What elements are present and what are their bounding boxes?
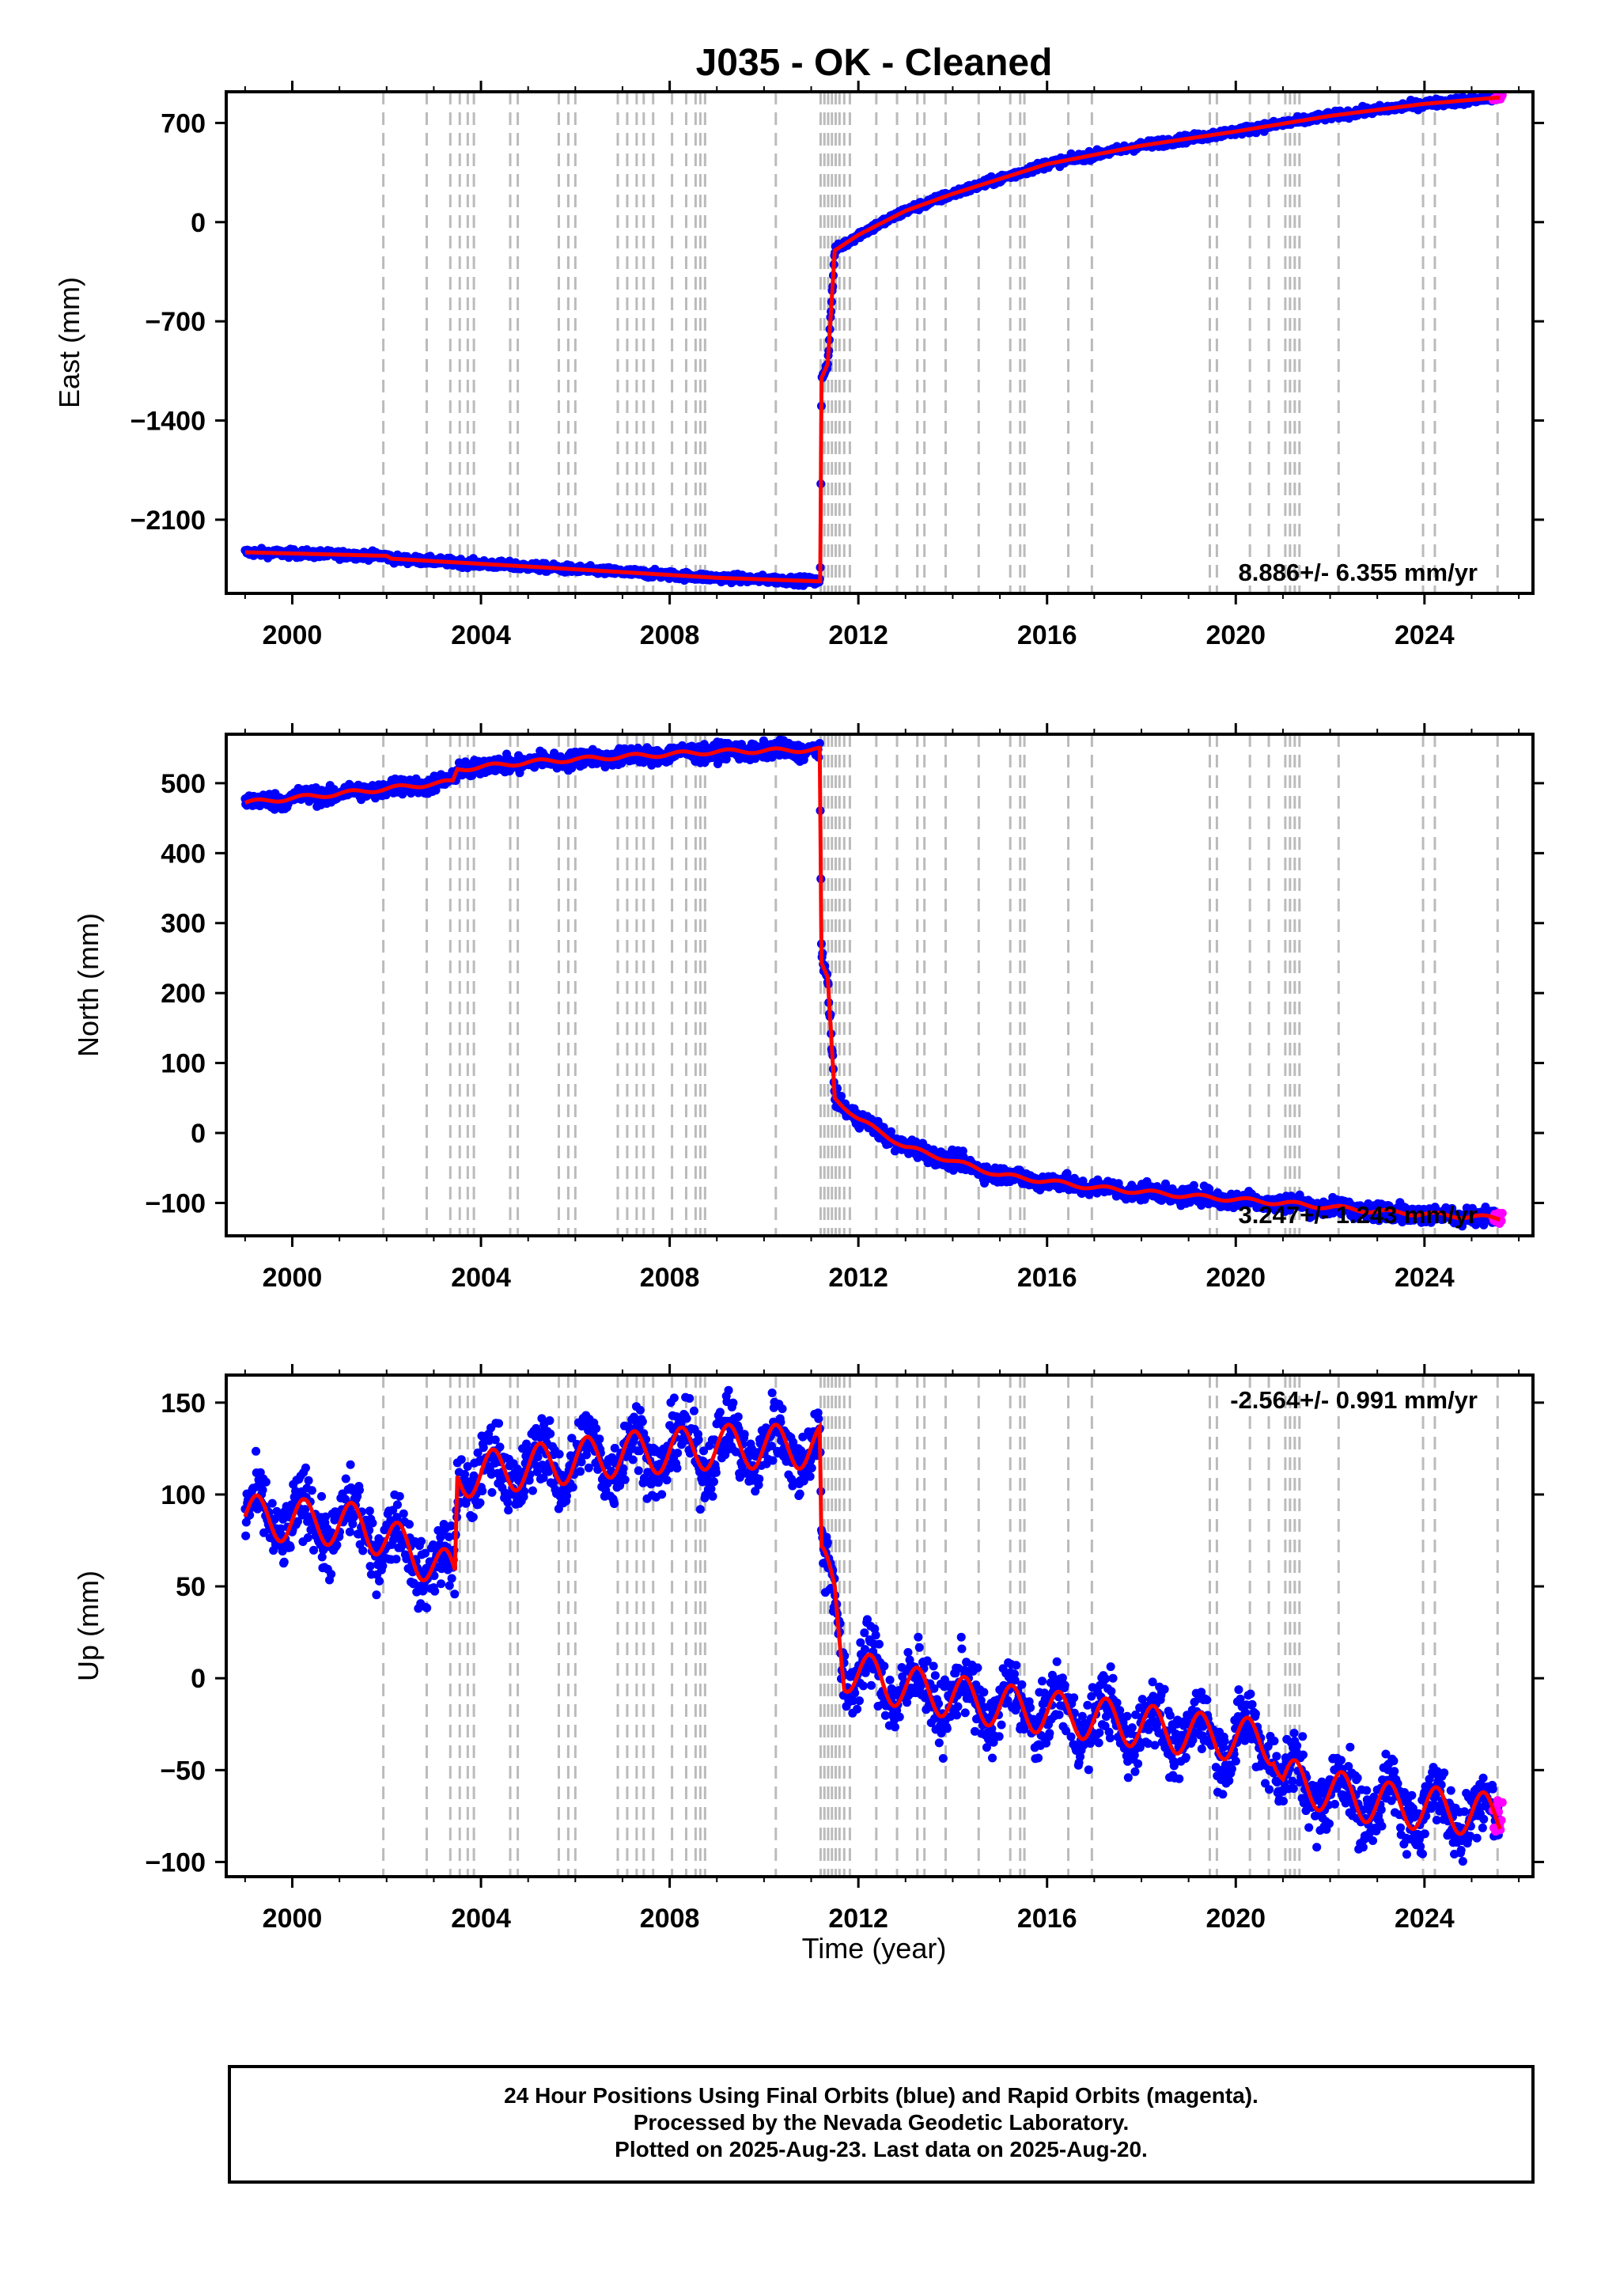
y-tick-label: 150	[161, 1389, 206, 1419]
footer-box: 24 Hour Positions Using Final Orbits (bl…	[228, 2065, 1535, 2184]
y-tick-label: 0	[191, 1664, 206, 1694]
x-tick-label: 2000	[263, 1263, 323, 1293]
y-tick-label: 400	[161, 839, 206, 869]
final-orbit-series	[240, 735, 1504, 1231]
data-points-east	[240, 92, 1507, 590]
y-tick-label: −1400	[131, 407, 206, 437]
x-tick-label: 2024	[1395, 1263, 1455, 1293]
rate-annotation: 3.247+/- 1.243 mm/yr	[1239, 1201, 1478, 1229]
y-tick-label: −50	[160, 1756, 206, 1786]
y-tick-label: 100	[161, 1480, 206, 1510]
y-axis-label: North (mm)	[72, 913, 104, 1057]
x-tick-label: 2016	[1017, 1904, 1077, 1934]
x-tick-label: 2008	[640, 1904, 700, 1934]
x-axis: 2000 2004 2008 2012 2016 2020 2024	[244, 81, 1520, 650]
model-line	[244, 745, 1501, 1222]
model-line	[244, 95, 1501, 584]
x-axis: 2000 2004 2008 2012 2016 2020 2024	[244, 723, 1520, 1293]
x-tick-label: 2020	[1205, 1263, 1266, 1293]
plot-frame	[225, 1373, 1535, 1878]
x-tick-label: 2024	[1395, 1904, 1455, 1934]
y-axis-label: Up (mm)	[72, 1570, 104, 1681]
y-tick-label: 100	[161, 1049, 206, 1079]
footer-line-1: 24 Hour Positions Using Final Orbits (bl…	[504, 2083, 1258, 2108]
x-tick-label: 2020	[1205, 620, 1266, 650]
x-tick-label: 2004	[451, 620, 511, 650]
data-points-north	[240, 735, 1507, 1231]
x-tick-label: 2008	[640, 620, 700, 650]
y-tick-label: 300	[161, 909, 206, 939]
x-tick-label: 2000	[263, 1904, 323, 1934]
y-tick-label: −100	[145, 1188, 206, 1218]
x-tick-label: 2012	[828, 620, 888, 650]
x-tick-label: 2016	[1017, 620, 1077, 650]
y-tick-label: 500	[161, 769, 206, 799]
y-tick-label: −100	[145, 1847, 206, 1877]
y-tick-label: −2100	[131, 506, 206, 536]
data-points-up	[240, 1385, 1507, 1866]
y-tick-label: 700	[161, 108, 206, 138]
x-axis: 2000 2004 2008 2012 2016 2020 2024	[244, 1364, 1520, 1934]
x-tick-label: 2024	[1395, 620, 1455, 650]
footer-line-3: Plotted on 2025-Aug-23. Last data on 202…	[615, 2137, 1148, 2161]
plot-frame	[225, 90, 1535, 595]
x-tick-label: 2008	[640, 1263, 700, 1293]
footer-line-2: Processed by the Nevada Geodetic Laborat…	[633, 2110, 1130, 2135]
x-tick-label: 2012	[828, 1263, 888, 1293]
panel-up: 2000 2004 2008 2012 2016 2020 2024 150 100 50 0 −50…	[72, 1364, 1544, 1934]
y-tick-label: −700	[145, 307, 206, 337]
y-axis-label: East (mm)	[53, 277, 85, 408]
x-tick-label: 2000	[263, 620, 323, 650]
y-axis: 700 0 −700 −1400 −2100	[131, 108, 1544, 536]
y-tick-label: 50	[176, 1572, 206, 1602]
y-axis: 150 100 50 0 −50 −100	[145, 1389, 1544, 1877]
plot-panels: 2000 2004 2008 2012 2016 2020 20247000−700−140…	[53, 81, 1544, 1934]
y-tick-label: 0	[191, 1119, 206, 1149]
x-tick-label: 2004	[451, 1263, 511, 1293]
x-tick-label: 2004	[451, 1904, 511, 1934]
model-line	[243, 1421, 1502, 1836]
x-tick-label: 2012	[828, 1904, 888, 1934]
rate-annotation: -2.564+/- 0.991 mm/yr	[1230, 1386, 1478, 1414]
panel-east: 2000 2004 2008 2012 2016 2020 2024 700 0 −700 −140…	[53, 81, 1544, 650]
y-tick-label: 200	[161, 979, 206, 1009]
x-tick-label: 2016	[1017, 1263, 1077, 1293]
rate-annotation: 8.886+/- 6.355 mm/yr	[1239, 559, 1478, 586]
y-tick-label: 0	[191, 208, 206, 238]
y-axis: 500 400 300 200 100 0 −100	[145, 769, 1544, 1218]
x-axis-label: Time (year)	[802, 1932, 947, 1964]
chart-title: J035 - OK - Cleaned	[696, 42, 1053, 84]
final-orbit-series	[240, 1385, 1504, 1866]
x-tick-label: 2020	[1205, 1904, 1266, 1934]
panel-north: 2000 2004 2008 2012 2016 2020 2024500400300200…	[72, 723, 1544, 1293]
event-markers	[382, 92, 1499, 593]
final-orbit-series	[240, 92, 1504, 590]
plot-frame	[225, 733, 1535, 1237]
